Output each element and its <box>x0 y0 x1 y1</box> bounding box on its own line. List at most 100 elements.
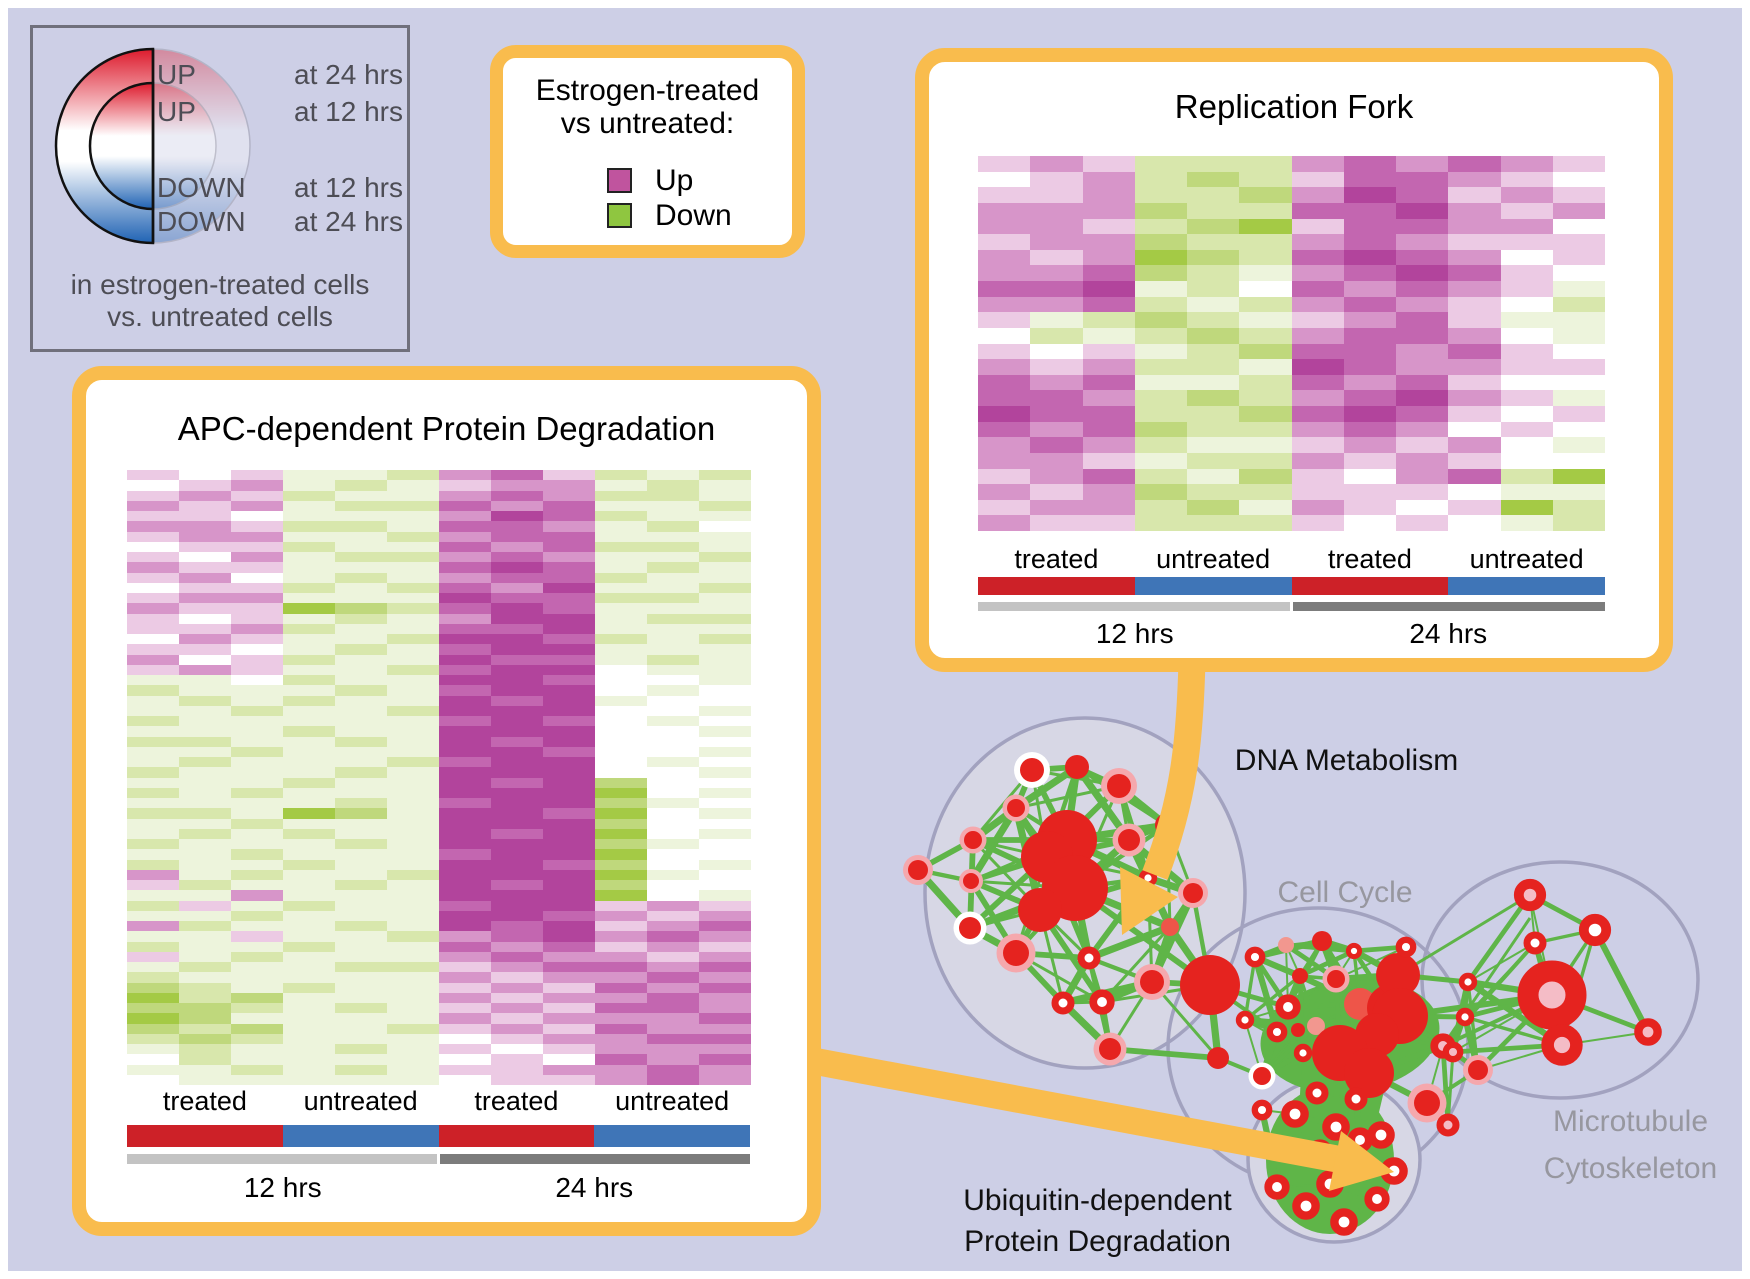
heatmap-cell <box>179 962 231 973</box>
heatmap-cell <box>1500 202 1553 219</box>
heatmap-cell <box>1239 374 1292 391</box>
heatmap-cell <box>1343 390 1396 406</box>
heatmap-cell <box>1082 468 1135 485</box>
heatmap-cell <box>699 593 751 604</box>
heatmap-cell <box>1239 452 1292 469</box>
heatmap-cell <box>647 962 699 973</box>
heatmap-cell <box>179 582 231 593</box>
heatmap-cell <box>387 1003 439 1014</box>
heatmap-cell <box>699 541 751 552</box>
heatmap-cell <box>283 623 335 634</box>
heatmap-cell <box>1291 343 1344 360</box>
heatmap-cell <box>231 541 283 552</box>
heatmap-cell <box>647 695 699 706</box>
heatmap-cell <box>335 890 387 901</box>
heatmap-cell <box>543 757 595 768</box>
heatmap-cell <box>1187 234 1240 250</box>
heatmap-cell <box>335 1044 387 1055</box>
heatmap-cell <box>335 541 387 552</box>
down-24-time: at 24 hrs <box>294 206 403 237</box>
heatmap-cell <box>1082 296 1135 313</box>
heatmap-cell <box>179 623 231 634</box>
heatmap-cell <box>595 890 647 901</box>
heatmap-cell <box>1291 515 1344 531</box>
heatmap-cell <box>978 218 1031 235</box>
cluster-ellipse-mt <box>1420 860 1700 1100</box>
heatmap-cell <box>1552 249 1605 266</box>
heatmap-cell <box>1291 421 1344 438</box>
heatmap-cell <box>283 705 335 716</box>
up-12-time: at 12 hrs <box>294 96 403 127</box>
heatmap-cell <box>127 757 179 768</box>
heatmap-cell <box>1343 296 1396 313</box>
heatmap-cell <box>1448 312 1501 328</box>
heatmap-cell <box>595 921 647 932</box>
heatmap-cell <box>283 818 335 829</box>
heatmap-cell <box>1082 406 1135 422</box>
heatmap-cell <box>1187 187 1240 203</box>
heatmap-cell <box>127 869 179 880</box>
heatmap-cell <box>1082 171 1135 188</box>
heatmap-cell <box>543 787 595 798</box>
up-12-label: UP <box>157 96 196 127</box>
heatmap-cell <box>387 613 439 624</box>
gene-node-ring-white <box>1264 1174 1290 1200</box>
heatmap-cell <box>491 511 543 522</box>
heatmap-cell <box>491 490 543 501</box>
heatmap-cell <box>179 982 231 993</box>
heatmap-cell <box>231 726 283 737</box>
heatmap-cell <box>1448 468 1501 485</box>
heatmap-cell <box>1239 437 1292 453</box>
heatmap-cell <box>179 695 231 706</box>
heatmap-cell <box>647 1003 699 1014</box>
heatmap-cell <box>1030 390 1083 406</box>
heatmap-cell <box>543 777 595 788</box>
heatmap-cell <box>127 941 179 952</box>
heatmap-cell <box>595 644 647 655</box>
heatmap-cell <box>283 1074 335 1085</box>
heatmap-cell <box>1500 312 1553 328</box>
heatmap-cell <box>647 716 699 727</box>
heatmap-cell <box>595 1044 647 1055</box>
heatmap-cell <box>647 808 699 819</box>
heatmap-cell <box>1396 265 1449 281</box>
heatmap-cell <box>1552 390 1605 406</box>
heatmap-cell <box>595 787 647 798</box>
heatmap-cell <box>387 552 439 563</box>
heatmap-cell <box>179 849 231 860</box>
heatmap-cell <box>231 634 283 645</box>
heatmap-cell <box>127 921 179 932</box>
heatmap-cell <box>543 664 595 675</box>
heatmap-cell <box>595 705 647 716</box>
heatmap-cell <box>543 951 595 962</box>
heatmap-cell <box>283 736 335 747</box>
heatmap-cell <box>1239 406 1292 422</box>
heatmap-cell <box>283 500 335 511</box>
heatmap-cell <box>1552 218 1605 235</box>
heatmap-cell <box>978 156 1031 172</box>
heatmap-cell <box>439 777 491 788</box>
heatmap-cell <box>439 931 491 942</box>
heatmap-cell <box>699 490 751 501</box>
heatmap-cell <box>978 343 1031 360</box>
heatmap-cell <box>127 480 179 491</box>
heatmap-cell <box>179 470 231 481</box>
cluster-label-cell-cycle: Cell Cycle <box>1277 876 1413 909</box>
heatmap-cell <box>647 541 699 552</box>
heatmap-cell <box>1082 187 1135 203</box>
heatmap-cell <box>127 593 179 604</box>
gene-node-ring-pink <box>1541 1024 1583 1066</box>
cluster-label-line: Protein Degradation <box>964 1225 1231 1258</box>
heatmap-cell <box>647 839 699 850</box>
heatmap-cell <box>1134 437 1187 453</box>
heatmap-cell <box>543 716 595 727</box>
heatmap-cell <box>127 828 179 839</box>
heatmap-cell <box>179 685 231 696</box>
heatmap-cell <box>543 705 595 716</box>
heatmap-cell <box>1134 171 1187 188</box>
heatmap-cell <box>543 839 595 850</box>
heatmap-cell <box>179 746 231 757</box>
untreated-bar <box>282 1125 439 1147</box>
heatmap-cell <box>1030 421 1083 438</box>
heatmap-cell <box>699 470 751 481</box>
